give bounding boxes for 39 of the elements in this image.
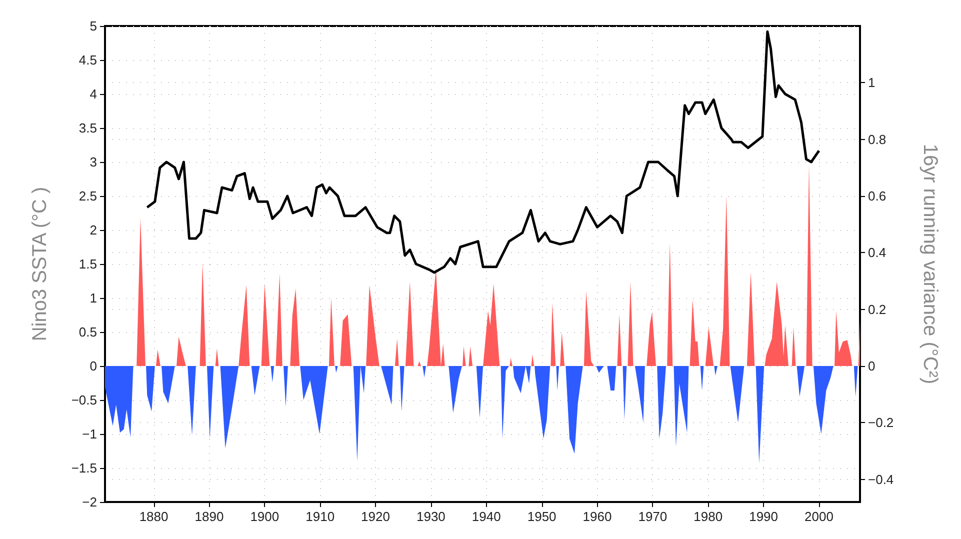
y-tick-label: 3.5 bbox=[78, 120, 97, 136]
x-tick-label: 1890 bbox=[194, 509, 224, 524]
x-tick-label: 1920 bbox=[361, 509, 390, 524]
y-tick-label: 3 bbox=[90, 154, 97, 170]
x-tick-label: 1960 bbox=[582, 509, 612, 524]
y-tick-label: 0 bbox=[90, 358, 97, 374]
y-tick-label: 5 bbox=[90, 18, 97, 34]
x-tick-label: 1880 bbox=[139, 509, 168, 524]
x-tick-label: 1930 bbox=[416, 509, 446, 524]
line-series bbox=[146, 30, 820, 274]
x-tick-label: 1970 bbox=[638, 509, 668, 524]
y-tick-label: −1.5 bbox=[71, 460, 97, 476]
y-tick-label: −1 bbox=[82, 426, 97, 442]
y-tick-label: 2.5 bbox=[78, 188, 97, 204]
y-tick-label: 4.5 bbox=[78, 52, 97, 68]
y2-tick-label: 0.8 bbox=[868, 132, 886, 147]
y2-tick-label: 0.4 bbox=[868, 245, 886, 260]
y2-tick-label: 0.2 bbox=[868, 302, 886, 317]
y2-axis-title: 16yr running variance (°C²) bbox=[919, 144, 941, 384]
x-tick-label: 2000 bbox=[804, 509, 834, 524]
y-tick-label: −2 bbox=[82, 494, 97, 510]
y2-tick-label: −0.4 bbox=[868, 472, 894, 487]
x-tick-label: 1990 bbox=[749, 509, 778, 524]
y2-tick-label: 1 bbox=[868, 75, 876, 90]
y-tick-label: −0.5 bbox=[71, 392, 97, 408]
y-tick-label: 4 bbox=[90, 86, 97, 102]
y-axis-title: Nino3 SSTA (°C ) bbox=[29, 186, 51, 342]
x-tick-label: 1980 bbox=[694, 509, 723, 524]
x-tick-label: 1910 bbox=[306, 509, 335, 524]
y-tick-label: 1 bbox=[90, 290, 97, 306]
x-tick-label: 1950 bbox=[527, 509, 556, 524]
y2-tick-label: −0.2 bbox=[868, 415, 894, 430]
x-tick-label: 1940 bbox=[472, 509, 501, 524]
y2-tick-label: 0 bbox=[868, 358, 876, 374]
y-tick-label: 0.5 bbox=[78, 324, 97, 340]
y2-tick-label: 0.6 bbox=[868, 188, 886, 204]
y-tick-label: 1.5 bbox=[78, 256, 97, 272]
y-tick-label: 2 bbox=[90, 222, 97, 238]
x-tick-label: 1900 bbox=[250, 509, 280, 524]
